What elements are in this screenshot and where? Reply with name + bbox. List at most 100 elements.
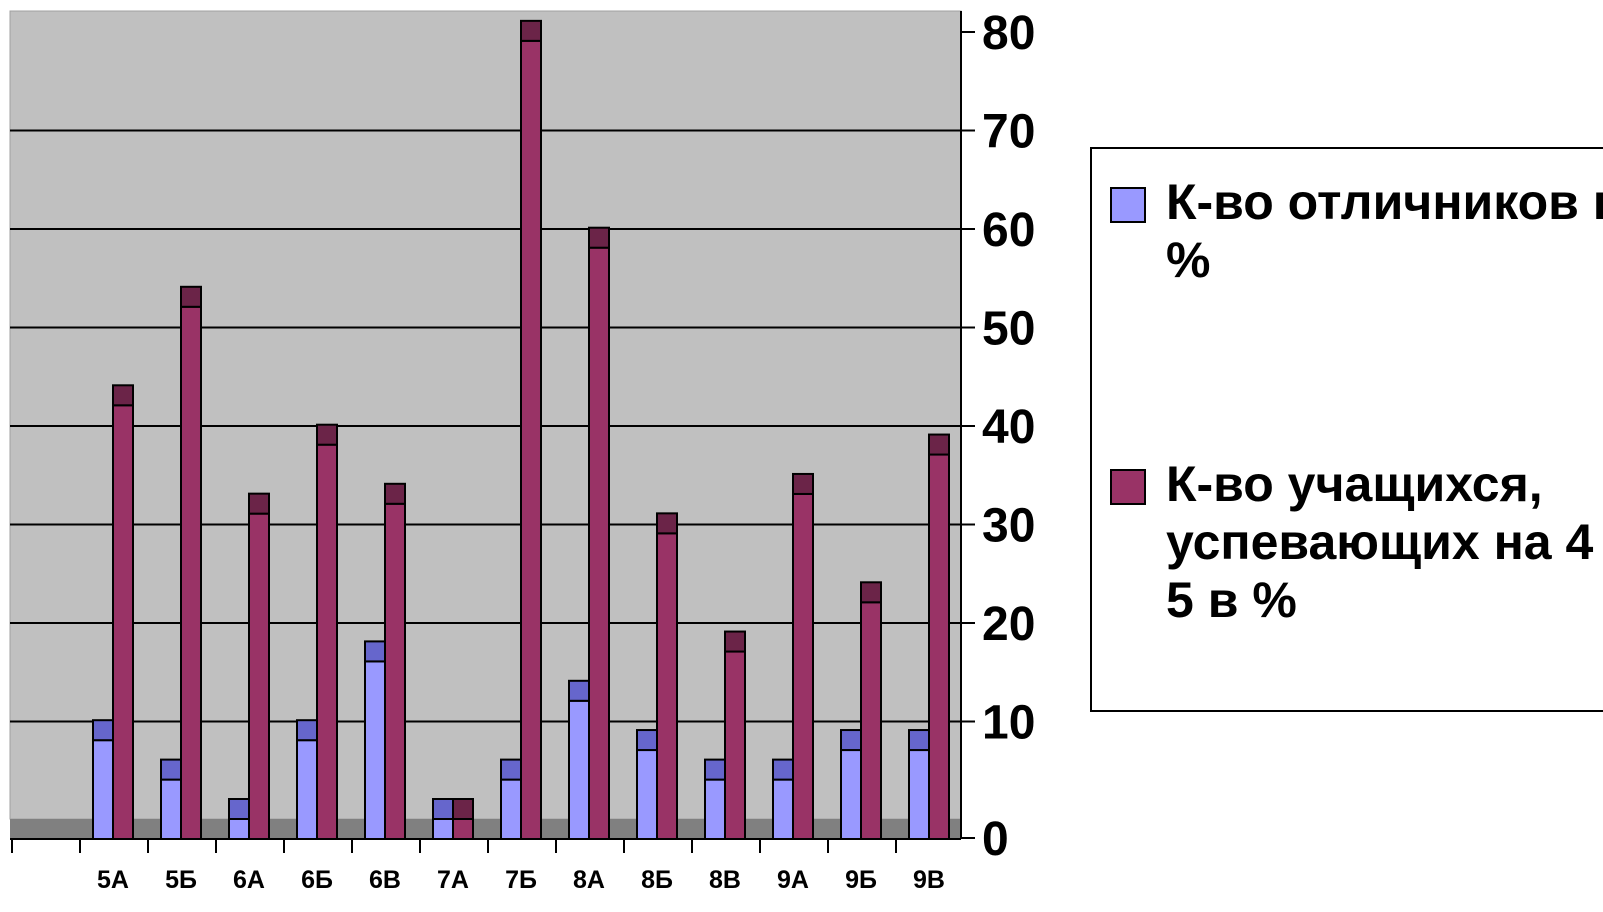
- bar-good-cap: [657, 513, 677, 533]
- bar-excellent-body: [569, 701, 589, 839]
- bar-excellent: [93, 720, 113, 839]
- y-tick-label: 40: [982, 401, 1035, 454]
- bar-good: [657, 513, 677, 839]
- legend-swatch-good: [1110, 469, 1146, 505]
- legend-label-excellent: К-во отличников в %: [1166, 173, 1603, 289]
- category-label: 5А: [97, 866, 129, 894]
- bar-excellent-cap: [161, 760, 181, 780]
- y-tick-label: 60: [982, 204, 1035, 257]
- legend: К-во отличников в % К-во учащихся, успев…: [1090, 147, 1603, 712]
- bar-good-body: [453, 819, 473, 839]
- bar-good-cap: [861, 582, 881, 602]
- bar-good-cap: [113, 385, 133, 405]
- bar-good-body: [793, 494, 813, 839]
- bar-good-cap: [385, 484, 405, 504]
- category-label: 6Б: [301, 866, 333, 894]
- y-tick-label: 10: [982, 697, 1035, 750]
- bar-good-body: [725, 652, 745, 839]
- bar-good-cap: [725, 632, 745, 652]
- category-label: 6А: [233, 866, 265, 894]
- bar-good: [793, 474, 813, 839]
- bar-excellent-body: [501, 780, 521, 839]
- legend-label-good: К-во учащихся, успевающих на 4 и 5 в %: [1166, 455, 1603, 629]
- bar-excellent: [365, 641, 385, 839]
- category-labels: 5А 5Б 6А 6Б 6В 7А 7Б 8А 8Б 8В 9А 9Б 9В: [97, 866, 945, 894]
- bar-excellent-cap: [229, 799, 249, 819]
- y-tick-label: 0: [982, 813, 1009, 866]
- plot-area-background: [10, 11, 961, 819]
- bar-excellent-cap: [297, 720, 317, 740]
- bar-good: [249, 494, 269, 839]
- category-label: 7А: [437, 866, 469, 894]
- bar-excellent-cap: [841, 730, 861, 750]
- bar-excellent-cap: [773, 760, 793, 780]
- bar-excellent-body: [773, 780, 793, 839]
- bar-good-body: [521, 41, 541, 839]
- bar-excellent-cap: [637, 730, 657, 750]
- bar-excellent-cap: [501, 760, 521, 780]
- bar-excellent-cap: [93, 720, 113, 740]
- bar-excellent: [773, 760, 793, 839]
- bar-good-cap: [929, 435, 949, 455]
- bar-good-cap: [249, 494, 269, 514]
- bar-good: [453, 799, 473, 839]
- bar-excellent: [705, 760, 725, 839]
- bar-excellent-body: [705, 780, 725, 839]
- bar-excellent-body: [229, 819, 249, 839]
- y-tick-label: 50: [982, 303, 1035, 356]
- bar-excellent-body: [909, 750, 929, 839]
- bar-good: [317, 425, 337, 839]
- category-label: 9А: [777, 866, 809, 894]
- bar-excellent-cap: [569, 681, 589, 701]
- bar-good: [589, 228, 609, 839]
- category-label: 9В: [913, 866, 945, 894]
- bar-excellent: [909, 730, 929, 839]
- bar-excellent: [229, 799, 249, 839]
- y-tick-label: 80: [982, 7, 1035, 60]
- bar-excellent-body: [161, 780, 181, 839]
- bar-good-body: [385, 504, 405, 839]
- bar-good: [725, 632, 745, 839]
- bar-good-body: [181, 307, 201, 839]
- category-label: 8Б: [641, 866, 673, 894]
- category-label: 8А: [573, 866, 605, 894]
- bar-excellent: [501, 760, 521, 839]
- plot-floor: [10, 819, 961, 839]
- bar-excellent: [433, 799, 453, 839]
- y-axis-tick-labels: 0 10 20 30 40 50 60 70 80: [982, 7, 1035, 866]
- bar-good: [181, 287, 201, 839]
- bar-excellent: [569, 681, 589, 839]
- bar-good-cap: [793, 474, 813, 494]
- bar-good: [929, 435, 949, 839]
- category-label: 8В: [709, 866, 741, 894]
- bar-good-body: [317, 445, 337, 839]
- y-tick-label: 20: [982, 598, 1035, 651]
- bar-good-cap: [317, 425, 337, 445]
- bar-good-cap: [453, 799, 473, 819]
- bar-excellent: [161, 760, 181, 839]
- bar-good-body: [861, 602, 881, 839]
- category-label: 6В: [369, 866, 401, 894]
- bar-good: [113, 385, 133, 839]
- bar-good: [521, 21, 541, 839]
- bar-excellent-cap: [433, 799, 453, 819]
- bar-excellent: [297, 720, 317, 839]
- bar-good: [861, 582, 881, 839]
- bar-excellent-body: [93, 740, 113, 839]
- bar-excellent: [841, 730, 861, 839]
- bar-good-cap: [181, 287, 201, 307]
- bar-good-body: [929, 455, 949, 839]
- x-axis-ticks: [12, 839, 896, 853]
- bar-good-body: [249, 514, 269, 839]
- y-tick-label: 30: [982, 500, 1035, 553]
- bar-good-body: [589, 248, 609, 839]
- category-label: 7Б: [505, 866, 537, 894]
- legend-swatch-excellent: [1110, 187, 1146, 223]
- bar-excellent-cap: [705, 760, 725, 780]
- bar-excellent-body: [433, 819, 453, 839]
- bar-good-cap: [521, 21, 541, 41]
- y-axis-ticks: [961, 32, 975, 838]
- bar-excellent: [637, 730, 657, 839]
- bar-good-body: [113, 405, 133, 839]
- bar-excellent-cap: [909, 730, 929, 750]
